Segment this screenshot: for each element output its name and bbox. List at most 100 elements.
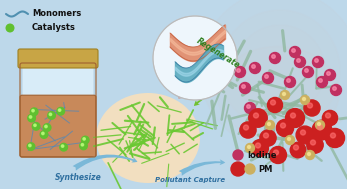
Circle shape xyxy=(27,143,35,150)
Circle shape xyxy=(322,110,338,126)
Circle shape xyxy=(60,143,67,151)
Circle shape xyxy=(288,138,290,140)
Circle shape xyxy=(319,79,322,82)
Circle shape xyxy=(82,136,89,144)
Circle shape xyxy=(32,122,40,130)
Circle shape xyxy=(245,102,255,114)
Circle shape xyxy=(231,162,245,176)
Circle shape xyxy=(297,59,300,62)
Circle shape xyxy=(244,125,248,130)
Circle shape xyxy=(80,142,87,150)
Circle shape xyxy=(304,100,320,116)
Circle shape xyxy=(272,55,275,58)
Circle shape xyxy=(265,75,268,78)
Circle shape xyxy=(247,105,250,108)
Circle shape xyxy=(295,57,305,67)
Circle shape xyxy=(325,113,330,118)
FancyBboxPatch shape xyxy=(18,49,98,68)
Circle shape xyxy=(285,77,296,88)
Circle shape xyxy=(287,79,290,82)
Circle shape xyxy=(268,122,271,125)
Circle shape xyxy=(255,143,261,148)
Circle shape xyxy=(245,143,254,153)
Circle shape xyxy=(153,16,237,100)
Text: Pollutant Capture: Pollutant Capture xyxy=(155,177,225,183)
Circle shape xyxy=(233,150,243,160)
Circle shape xyxy=(333,87,336,90)
Circle shape xyxy=(235,25,325,115)
Circle shape xyxy=(43,124,51,131)
Circle shape xyxy=(28,114,35,122)
Circle shape xyxy=(289,46,301,57)
Text: PM: PM xyxy=(258,164,272,174)
Circle shape xyxy=(286,136,295,145)
Circle shape xyxy=(325,129,345,148)
Circle shape xyxy=(29,116,32,118)
Circle shape xyxy=(40,131,48,138)
Circle shape xyxy=(240,122,256,138)
Circle shape xyxy=(303,98,305,101)
Circle shape xyxy=(268,98,282,112)
Ellipse shape xyxy=(96,93,200,183)
Circle shape xyxy=(315,59,318,62)
Circle shape xyxy=(6,24,14,32)
Circle shape xyxy=(61,145,64,147)
Circle shape xyxy=(290,142,306,158)
Circle shape xyxy=(45,125,47,128)
Circle shape xyxy=(254,113,259,118)
Ellipse shape xyxy=(217,46,339,139)
Circle shape xyxy=(324,70,336,81)
Circle shape xyxy=(270,146,287,163)
Circle shape xyxy=(249,109,267,127)
Circle shape xyxy=(307,137,323,153)
FancyBboxPatch shape xyxy=(22,64,94,100)
Circle shape xyxy=(32,109,34,112)
Circle shape xyxy=(271,100,276,105)
Circle shape xyxy=(83,138,85,140)
Circle shape xyxy=(292,49,295,52)
Circle shape xyxy=(237,69,240,72)
Circle shape xyxy=(290,113,296,118)
Text: Regenerate: Regenerate xyxy=(195,36,242,70)
Circle shape xyxy=(318,125,322,130)
Circle shape xyxy=(330,133,336,138)
Circle shape xyxy=(311,140,315,145)
Circle shape xyxy=(42,132,44,135)
Circle shape xyxy=(273,150,279,155)
Circle shape xyxy=(29,144,31,147)
Text: Monomers: Monomers xyxy=(32,9,81,19)
Circle shape xyxy=(265,121,274,129)
Circle shape xyxy=(245,164,255,174)
Circle shape xyxy=(81,144,84,146)
Circle shape xyxy=(235,67,245,77)
Circle shape xyxy=(282,92,286,95)
Circle shape xyxy=(239,83,251,94)
Circle shape xyxy=(58,109,61,111)
Circle shape xyxy=(316,77,328,88)
Circle shape xyxy=(260,130,276,146)
FancyBboxPatch shape xyxy=(20,95,96,157)
Circle shape xyxy=(296,126,314,144)
Circle shape xyxy=(57,107,65,115)
Circle shape xyxy=(252,139,269,156)
Circle shape xyxy=(318,122,321,125)
Circle shape xyxy=(280,91,289,99)
Circle shape xyxy=(301,95,310,105)
Circle shape xyxy=(30,108,38,115)
Text: Synthesize: Synthesize xyxy=(55,173,102,182)
Circle shape xyxy=(286,108,304,127)
Circle shape xyxy=(263,133,269,138)
Circle shape xyxy=(327,72,330,75)
Circle shape xyxy=(303,67,313,77)
Circle shape xyxy=(307,153,311,156)
Circle shape xyxy=(305,69,308,72)
Circle shape xyxy=(330,84,341,95)
Circle shape xyxy=(305,150,314,160)
Circle shape xyxy=(280,123,286,128)
Circle shape xyxy=(301,130,305,135)
Circle shape xyxy=(242,85,245,88)
Circle shape xyxy=(247,146,251,149)
Circle shape xyxy=(294,145,298,150)
Text: Iodine: Iodine xyxy=(247,150,277,160)
Circle shape xyxy=(307,103,313,108)
